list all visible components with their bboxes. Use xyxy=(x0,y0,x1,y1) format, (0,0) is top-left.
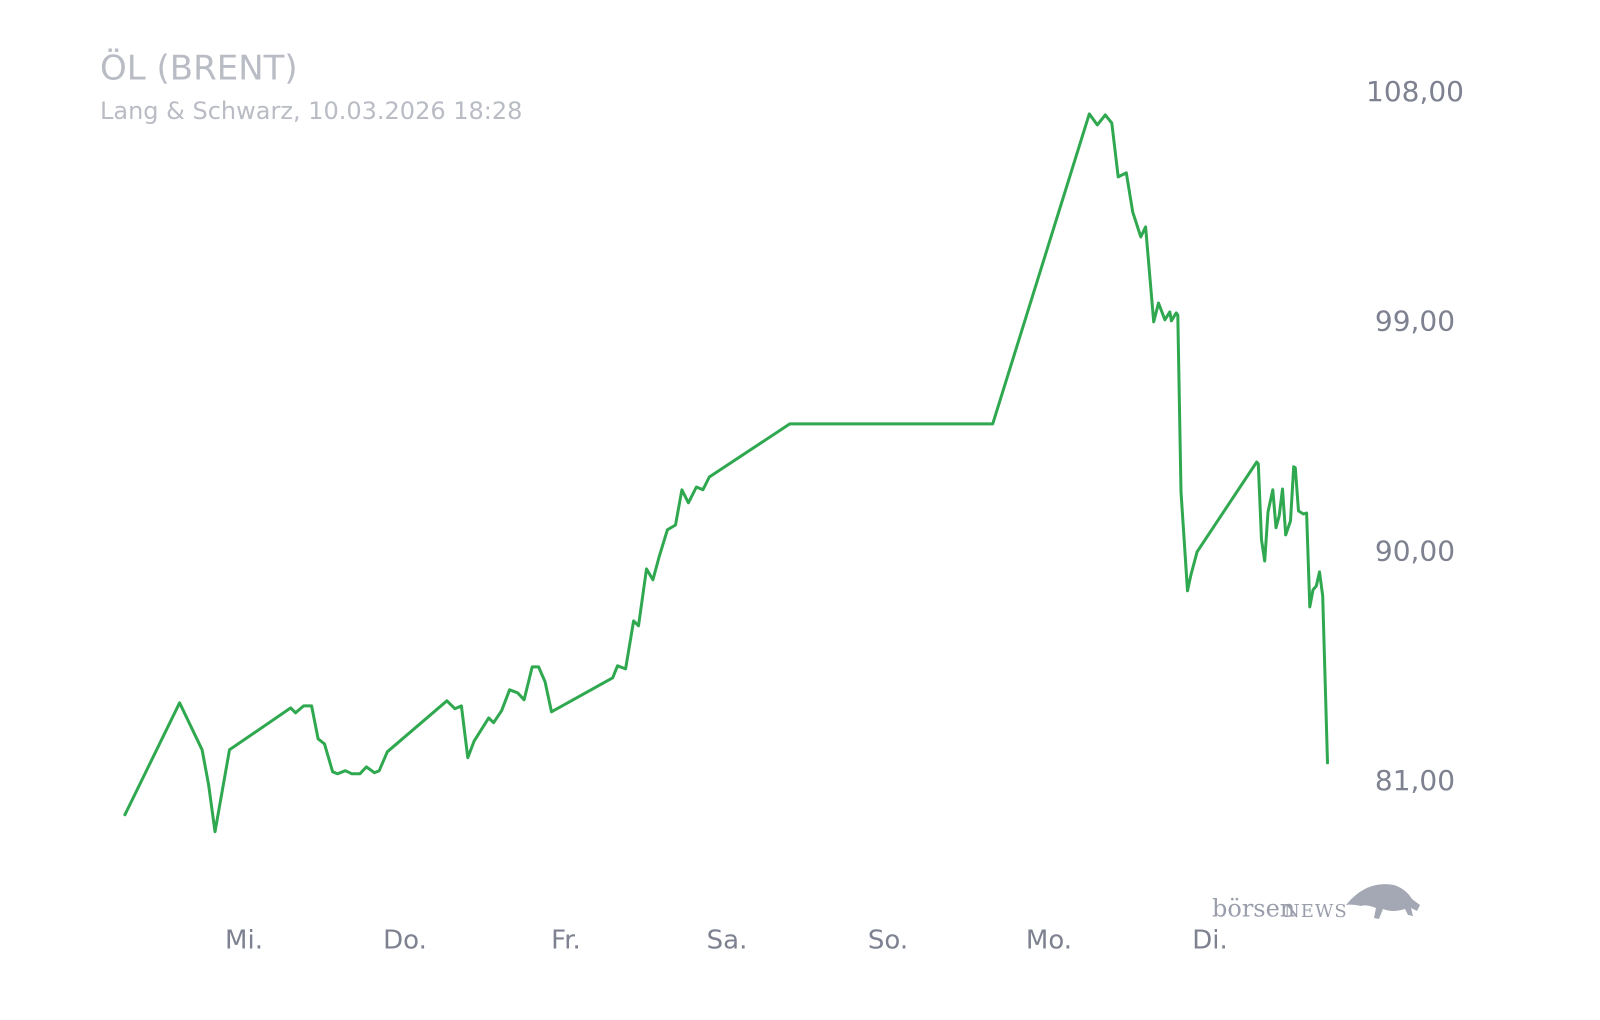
y-tick-label: 108,00 xyxy=(1366,75,1464,108)
y-tick-label: 90,00 xyxy=(1375,534,1455,567)
logo: börsen NEWS xyxy=(1212,884,1420,923)
chart-title: ÖL (BRENT) xyxy=(100,48,298,89)
price-line xyxy=(123,112,1329,834)
x-tick-label: Do. xyxy=(383,926,427,956)
logo-text: börsen xyxy=(1212,895,1295,923)
x-tick-label: Mo. xyxy=(1026,926,1072,956)
y-tick-label: 99,00 xyxy=(1375,305,1455,338)
logo-bull xyxy=(1346,884,1420,919)
x-tick-label: So. xyxy=(868,926,908,956)
x-tick-label: Fr. xyxy=(551,926,581,956)
x-tick-label: Mi. xyxy=(225,926,263,956)
logo-text: NEWS xyxy=(1284,901,1348,922)
y-tick-label: 81,00 xyxy=(1375,764,1455,797)
x-tick-label: Di. xyxy=(1192,926,1228,956)
x-tick-label: Sa. xyxy=(707,926,748,956)
chart-subtitle: Lang & Schwarz, 10.03.2026 18:28 xyxy=(100,97,522,125)
